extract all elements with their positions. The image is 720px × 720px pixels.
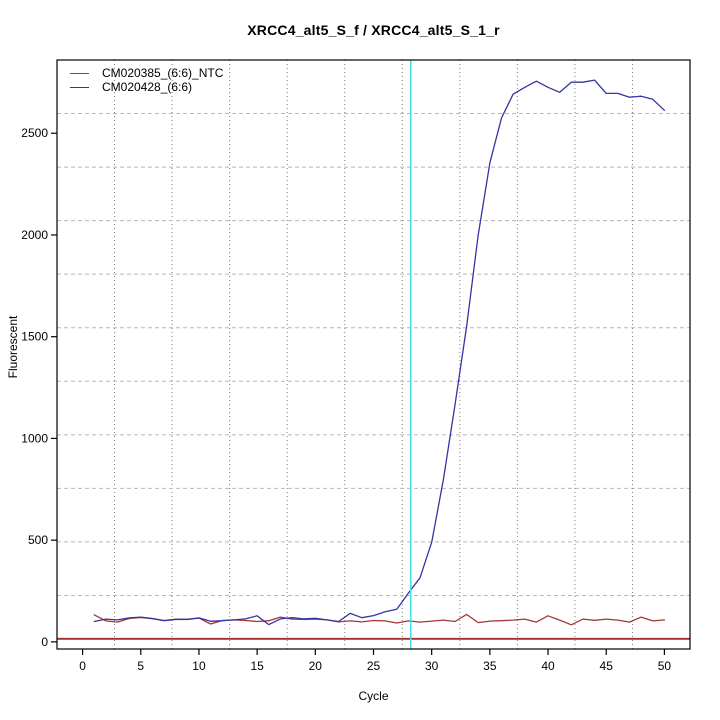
x-tick-label: 20	[309, 659, 323, 673]
sample-line-swatch	[70, 86, 89, 88]
x-tick-label: 30	[425, 659, 439, 673]
x-tick-label: 0	[79, 659, 86, 673]
legend-item-sample: CM020428_(6:6)	[70, 80, 223, 94]
y-tick-label: 1000	[21, 431, 48, 445]
x-tick-label: 10	[192, 659, 206, 673]
x-tick-label: 15	[250, 659, 264, 673]
legend-label-sample: CM020428_(6:6)	[102, 80, 193, 94]
y-tick-label: 2000	[21, 228, 48, 242]
x-tick-label: 50	[658, 659, 672, 673]
plot-border	[56, 59, 691, 650]
y-tick-label: 2500	[21, 126, 48, 140]
y-tick-label: 1500	[21, 330, 48, 344]
y-axis-label: Fluorescent	[6, 315, 20, 379]
x-tick-label: 35	[483, 659, 497, 673]
legend-item-ntc: CM020385_(6:6)_NTC	[70, 66, 223, 80]
chart-title: XRCC4_alt5_S_f / XRCC4_alt5_S_1_r	[247, 22, 500, 38]
legend-label-ntc: CM020385_(6:6)_NTC	[102, 66, 224, 80]
x-axis-label: Cycle	[358, 689, 389, 703]
ntc-line-swatch	[70, 72, 89, 74]
x-tick-label: 5	[137, 659, 144, 673]
x-tick-label: 25	[367, 659, 381, 673]
x-tick-label: 40	[541, 659, 555, 673]
x-tick-label: 45	[600, 659, 614, 673]
y-tick-label: 500	[28, 533, 48, 547]
y-tick-label: 0	[41, 635, 48, 649]
series-line-sample	[93, 79, 666, 626]
legend: CM020385_(6:6)_NTC CM020428_(6:6)	[70, 66, 223, 94]
